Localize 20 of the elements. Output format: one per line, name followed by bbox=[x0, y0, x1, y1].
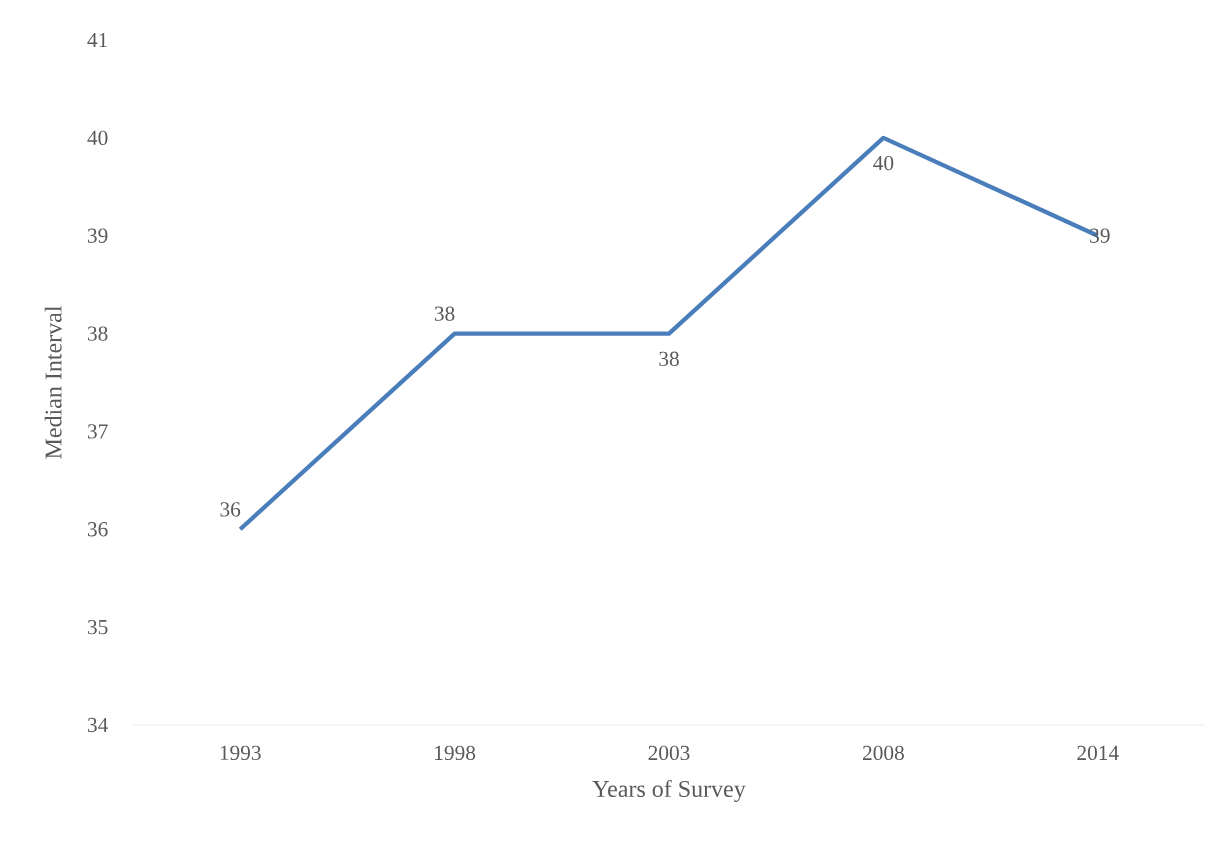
x-tick-label: 2014 bbox=[1077, 745, 1119, 761]
x-tick-label: 1998 bbox=[435, 745, 476, 761]
y-tick-label: 38 bbox=[87, 326, 108, 341]
data-label: 39 bbox=[1090, 228, 1110, 243]
data-label: 38 bbox=[434, 306, 455, 321]
y-axis-title: Median Interval bbox=[44, 305, 62, 459]
x-tick-label: 2008 bbox=[863, 745, 904, 761]
x-tick-label: 1993 bbox=[220, 745, 261, 761]
y-tick-label: 41 bbox=[87, 32, 108, 48]
data-label: 40 bbox=[873, 155, 894, 171]
data-label: 36 bbox=[220, 502, 241, 517]
y-tick-label: 35 bbox=[87, 619, 108, 635]
y-tick-label: 37 bbox=[87, 424, 108, 439]
y-tick-label: 36 bbox=[87, 522, 108, 537]
y-tick-label: 40 bbox=[87, 130, 108, 146]
y-tick-label: 39 bbox=[87, 228, 108, 243]
y-tick-label: 34 bbox=[87, 717, 108, 733]
data-label: 38 bbox=[659, 351, 679, 367]
x-axis-title: Years of Survey bbox=[592, 779, 746, 802]
x-tick-label: 2003 bbox=[648, 745, 690, 761]
